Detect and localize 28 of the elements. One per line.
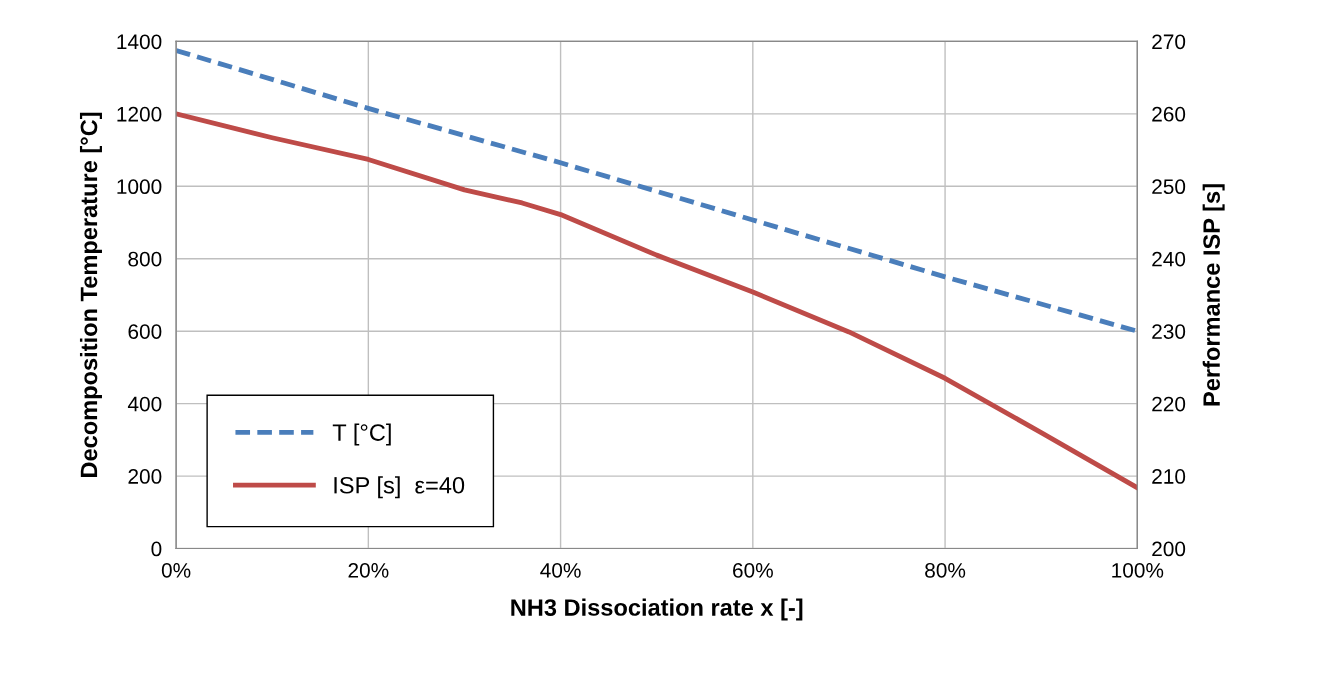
- y2-axis-title: Performance ISP [s]: [1202, 184, 1225, 406]
- y-axis-title: Decomposition Temperature [°C]: [79, 112, 102, 477]
- x-tick-label: 40%: [540, 562, 581, 578]
- y2-tick-label: 250: [1152, 179, 1186, 195]
- x-tick-label: 80%: [925, 562, 966, 578]
- y2-tick-label: 220: [1152, 396, 1186, 412]
- y-tick-label: 1000: [117, 179, 162, 195]
- x-axis-title: NH3 Dissociation rate x [-]: [511, 598, 803, 621]
- y2-tick-label: 240: [1152, 251, 1186, 267]
- y2-tick-label: 260: [1152, 106, 1186, 122]
- y-tick-label: 600: [128, 324, 162, 339]
- x-tick-label: 100%: [1112, 562, 1164, 578]
- y-tick-label: 1200: [117, 106, 162, 122]
- legend-label: T [°C]: [332, 423, 391, 446]
- y2-tick-label: 230: [1152, 324, 1186, 339]
- y-tick-label: 1400: [117, 34, 162, 50]
- y-tick-label: 0: [151, 541, 162, 557]
- y-tick-label: 400: [127, 396, 162, 412]
- line-series: [176, 48, 1138, 334]
- x-tick-label: 0%: [161, 562, 191, 578]
- y-tick-label: 200: [128, 469, 162, 484]
- y2-tick-label: 210: [1152, 469, 1186, 484]
- x-tick-label: 20%: [348, 562, 389, 578]
- y2-tick-label: 270: [1152, 34, 1186, 50]
- y-tick-label: 800: [128, 251, 162, 267]
- x-tick-label: 60%: [733, 562, 773, 578]
- y2-tick-label: 200: [1152, 541, 1186, 557]
- legend-label: ISP [s] ε=40: [334, 476, 465, 499]
